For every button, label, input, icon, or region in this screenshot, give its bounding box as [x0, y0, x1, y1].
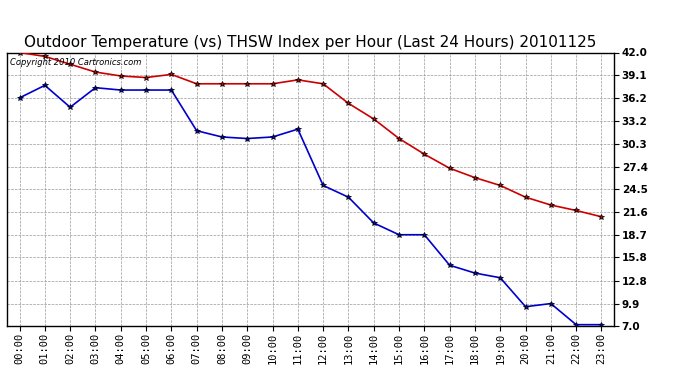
Title: Outdoor Temperature (vs) THSW Index per Hour (Last 24 Hours) 20101125: Outdoor Temperature (vs) THSW Index per … — [24, 35, 597, 50]
Text: Copyright 2010 Cartronics.com: Copyright 2010 Cartronics.com — [10, 58, 141, 67]
